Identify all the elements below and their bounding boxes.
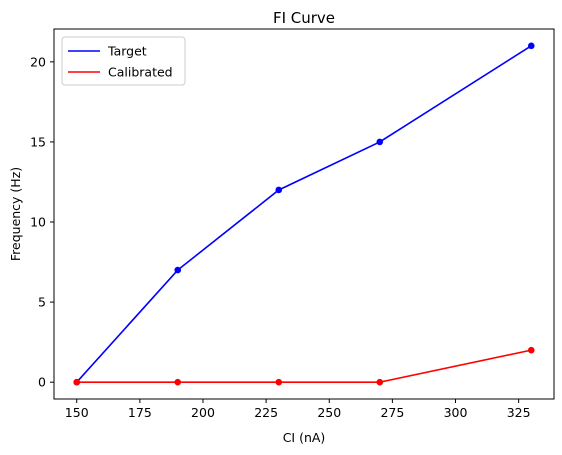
legend-label-calibrated: Calibrated <box>108 65 173 80</box>
legend-label-target: Target <box>107 44 147 59</box>
x-tick-label: 175 <box>128 405 152 420</box>
x-tick-label: 225 <box>254 405 278 420</box>
data-point-calibrated <box>174 378 182 386</box>
y-tick-label: 20 <box>30 54 46 69</box>
plot-layer: 150 175 200 225 250 275 300 325 0 5 10 15 20 Target Ca… <box>30 28 555 420</box>
data-point-target <box>275 186 283 194</box>
legend-box <box>61 36 186 86</box>
x-tick-label: 325 <box>507 405 531 420</box>
x-axis-label: CI (nA) <box>283 430 326 445</box>
data-point-calibrated <box>275 378 283 386</box>
y-tick-label: 10 <box>30 215 46 230</box>
data-point-target <box>527 42 535 50</box>
data-point-calibrated <box>527 346 535 354</box>
legend: Target Calibrated <box>61 36 186 86</box>
x-tick-label: 150 <box>65 405 89 420</box>
x-tick-label: 275 <box>380 405 404 420</box>
y-tick-label: 0 <box>38 375 46 390</box>
data-point-calibrated <box>73 378 81 386</box>
x-tick-label: 200 <box>191 405 215 420</box>
y-tick-label: 5 <box>38 295 46 310</box>
plot-frame <box>53 28 555 400</box>
x-tick-label: 250 <box>317 405 341 420</box>
chart-title: FI Curve <box>273 9 335 27</box>
series-line-target <box>76 45 532 383</box>
data-point-target <box>376 138 384 146</box>
data-point-target <box>174 266 182 274</box>
y-axis-label: Frequency (Hz) <box>8 167 23 261</box>
series-line-calibrated <box>76 349 532 383</box>
x-tick-label: 300 <box>444 405 468 420</box>
data-point-calibrated <box>376 378 384 386</box>
y-tick-label: 15 <box>30 134 46 149</box>
